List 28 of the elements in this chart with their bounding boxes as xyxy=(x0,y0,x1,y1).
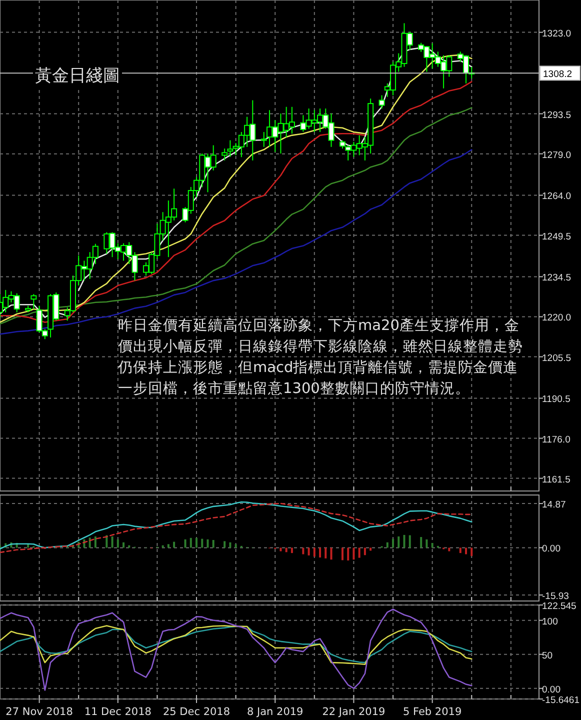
y-tick-label: 1220.0 xyxy=(542,312,572,324)
x-tick-label: 5 Feb 2019 xyxy=(402,706,462,718)
ref-line-label: 1308.2 xyxy=(543,69,572,80)
x-tick-label: 8 Jan 2019 xyxy=(246,706,304,718)
x-tick-label: 11 Dec 2018 xyxy=(84,706,152,718)
y-tick-label: 100 xyxy=(542,616,558,628)
y-tick-label: 0.00 xyxy=(542,684,560,696)
y-tick-label: 0.00 xyxy=(542,544,560,555)
y-tick-label: 1323.0 xyxy=(542,28,572,40)
y-tick-label: 14.87 xyxy=(542,500,566,511)
y-tick-label: 1176.0 xyxy=(542,434,570,446)
y-tick-label: 122.545 xyxy=(542,601,576,612)
y-tick-label: 1205.5 xyxy=(542,352,572,364)
x-tick-label: 27 Nov 2018 xyxy=(6,706,73,718)
y-tick-label: 1293.5 xyxy=(542,110,572,121)
y-tick-label: -15.93 xyxy=(542,591,569,602)
x-tick-label: 25 Dec 2018 xyxy=(162,706,230,718)
y-tick-label: 50 xyxy=(542,650,553,662)
text: 黃金日綫圖 xyxy=(33,64,122,87)
annotation: 昨日金價有延續高位回落跡象，下方ma20產生支撐作用，金價出現小幅反彈，日線錄得帶下影線陰線，雖然日線整體走勢仍保持上漲形態，但macd指標出頂背離信號，需提防金價進一步回檔，後市重點留意1300整數關口的防守情況。 xyxy=(118,316,524,399)
y-tick-label: 1279.0 xyxy=(542,150,572,161)
y-tick-label: 1161.5 xyxy=(542,474,570,486)
y-tick-label: -15.6461 xyxy=(542,695,580,706)
y-tick-label: 1264.0 xyxy=(542,191,572,202)
y-tick-label: 1249.5 xyxy=(542,231,572,242)
y-tick-label: 1234.5 xyxy=(542,272,572,284)
x-tick-label: 22 Jan 2019 xyxy=(322,706,386,718)
y-tick-label: 1190.5 xyxy=(542,394,570,406)
